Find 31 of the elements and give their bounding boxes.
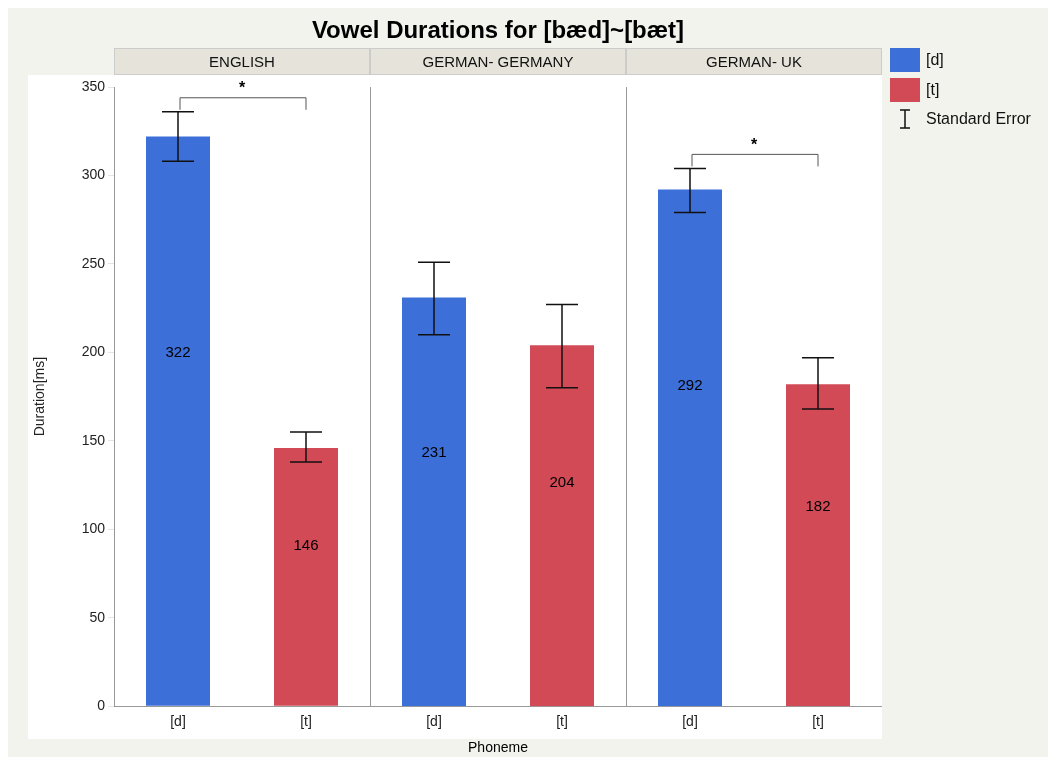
chart-subtitle: GERMAN- UK xyxy=(626,48,882,75)
x-tick-label: [d] xyxy=(682,713,698,730)
x-tick-label: [t] xyxy=(300,713,312,730)
chart-subtitle: GERMAN- GERMANY xyxy=(370,48,626,75)
data-label: 204 xyxy=(549,472,575,490)
x-tick-label: [t] xyxy=(556,713,568,730)
annotation: * xyxy=(238,79,246,97)
y-tick-label: 200 xyxy=(81,343,106,360)
x-tick-label: [d] xyxy=(426,713,442,730)
legend-label: [t] xyxy=(926,81,940,99)
y-tick-label: 250 xyxy=(81,254,106,271)
y-tick-label: 0 xyxy=(97,697,106,714)
legend-label: [d] xyxy=(926,51,944,69)
data-label: 231 xyxy=(421,442,447,460)
y-tick-label: 100 xyxy=(81,520,106,537)
text: Standard Error xyxy=(926,110,1031,128)
x-tick-label: [d] xyxy=(170,713,186,730)
text: Vowel Durations for [bæd]~[bæt] xyxy=(310,15,686,45)
y-axis-title: Duration[ms] xyxy=(31,356,48,437)
x-axis-title: Phoneme xyxy=(467,739,529,757)
annotation: * xyxy=(750,135,758,153)
data-label: 292 xyxy=(677,376,703,394)
y-tick-label: 350 xyxy=(81,77,106,94)
data-label: 146 xyxy=(293,536,319,554)
chart-subtitle: ENGLISH xyxy=(114,48,370,75)
y-tick-label: 150 xyxy=(81,431,106,448)
data-label: 182 xyxy=(805,496,831,514)
x-tick-label: [t] xyxy=(812,713,824,730)
y-tick-label: 50 xyxy=(89,608,106,625)
data-label: 322 xyxy=(165,343,191,361)
y-tick-label: 300 xyxy=(81,166,106,183)
